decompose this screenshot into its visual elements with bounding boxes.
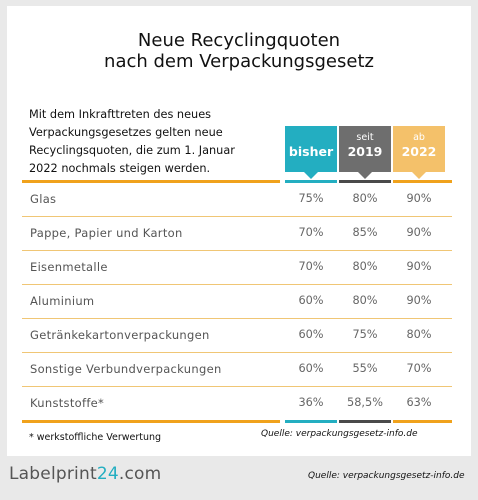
row-separator [22, 318, 452, 319]
column-header-2019: seit 2019 [339, 126, 391, 179]
column-header-bisher: bisher [285, 126, 337, 179]
row-label: Kunststoffe* [30, 396, 105, 410]
column-header-2019-label: 2019 [347, 144, 383, 159]
logo-part-1: Labelprint [9, 464, 97, 484]
top-rule-2019 [339, 180, 391, 183]
value-2019: 80% [352, 260, 378, 273]
row-separator [22, 250, 452, 251]
row-label: Pappe, Papier und Karton [30, 226, 183, 240]
bottom-rule-main [22, 420, 280, 423]
column-header-notch [358, 172, 372, 179]
top-rule-main [22, 180, 280, 183]
intro-text: Mit dem Inkrafttreten des neues Verpacku… [29, 108, 235, 175]
column-header-bisher-label: bisher [288, 144, 334, 159]
bottom-rule-2019 [339, 420, 391, 423]
value-2022: 90% [406, 192, 432, 205]
table-row: Kunststoffe* 36% 58,5% 63% [22, 387, 452, 421]
row-label: Aluminium [30, 294, 95, 308]
row-label: Sonstige Verbundverpackungen [30, 362, 222, 376]
column-header-2022-prefix: ab [413, 132, 425, 143]
value-2022: 70% [406, 362, 432, 375]
table-row: Pappe, Papier und Karton 70% 85% 90% [22, 217, 452, 251]
source-citation-bottom: Quelle: verpackungsgesetz-info.de [308, 471, 465, 481]
row-separator [22, 352, 452, 353]
value-2022: 90% [406, 260, 432, 273]
value-2022: 90% [406, 294, 432, 307]
infographic-card: Neue Recyclingquoten nach dem Verpackung… [7, 6, 471, 456]
value-bisher: 60% [298, 362, 324, 375]
column-header-2022: ab 2022 [393, 126, 445, 179]
footnote: * werkstoffliche Verwertung [29, 432, 162, 443]
value-bisher: 36% [298, 396, 324, 409]
value-2022: 80% [406, 328, 432, 341]
value-bisher: 60% [298, 294, 324, 307]
row-label: Glas [30, 192, 57, 206]
column-header-notch [412, 172, 426, 179]
row-label: Eisenmetalle [30, 260, 108, 274]
table-row: Eisenmetalle 70% 80% 90% [22, 251, 452, 285]
table-row: Sonstige Verbundverpackungen 60% 55% 70% [22, 353, 452, 387]
row-label: Getränkekartonverpackungen [30, 328, 210, 342]
table-row: Getränkekartonverpackungen 60% 75% 80% [22, 319, 452, 353]
value-2019: 80% [352, 192, 378, 205]
table-row: Aluminium 60% 80% 90% [22, 285, 452, 319]
value-2022: 63% [406, 396, 432, 409]
value-bisher: 75% [298, 192, 324, 205]
column-header-notch [304, 172, 318, 179]
value-2019: 85% [352, 226, 378, 239]
value-2022: 90% [406, 226, 432, 239]
table-row: Glas 75% 80% 90% [22, 183, 452, 217]
value-2019: 75% [352, 328, 378, 341]
infographic-title: Neue Recyclingquoten nach dem Verpackung… [7, 30, 471, 72]
logo-part-2: 24 [96, 464, 119, 484]
bottom-rule-2022 [393, 420, 452, 423]
value-2019: 80% [352, 294, 378, 307]
column-header-2022-label: 2022 [401, 144, 437, 159]
value-2019: 55% [352, 362, 378, 375]
bottom-rule-bisher [285, 420, 337, 423]
column-header-2019-prefix: seit [356, 132, 374, 143]
labelprint24-logo: Labelprint24.com [9, 464, 161, 484]
row-separator [22, 216, 452, 217]
title-line-2: nach dem Verpackungsgesetz [104, 51, 374, 72]
value-2019: 58,5% [347, 396, 383, 409]
title-line-1: Neue Recyclingquoten [137, 30, 341, 51]
value-bisher: 70% [298, 226, 324, 239]
logo-part-3: .com [118, 464, 162, 484]
value-bisher: 70% [298, 260, 324, 273]
top-rule-2022 [393, 180, 452, 183]
source-citation: Quelle: verpackungsgesetz-info.de [261, 429, 418, 439]
value-bisher: 60% [298, 328, 324, 341]
top-rule-bisher [285, 180, 337, 183]
row-separator [22, 284, 452, 285]
row-separator [22, 386, 452, 387]
